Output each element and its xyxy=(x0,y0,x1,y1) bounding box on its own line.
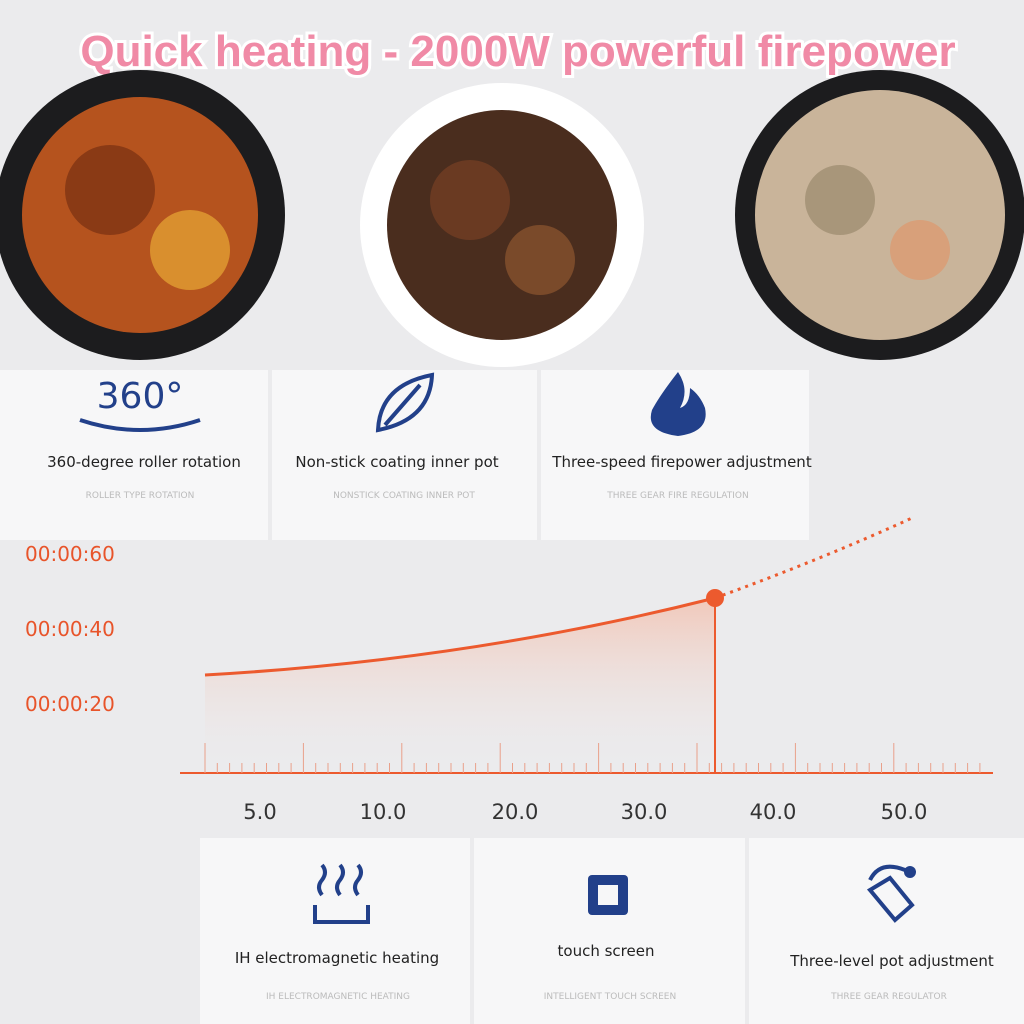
x-label: 40.0 xyxy=(750,800,797,824)
feature-title: Three-level pot adjustment xyxy=(789,952,994,970)
icon-pot xyxy=(866,864,915,923)
title: Quick heating - 2000W powerful firepower xyxy=(80,27,955,76)
x-label: 30.0 xyxy=(621,800,668,824)
x-label: 20.0 xyxy=(492,800,539,824)
icon-heat xyxy=(313,863,370,924)
x-label: 10.0 xyxy=(360,800,407,824)
feature-subtitle: ROLLER TYPE ROTATION xyxy=(86,491,195,501)
card xyxy=(0,370,268,540)
feature-subtitle: THREE GEAR FIRE REGULATION xyxy=(606,491,748,501)
icon-flame xyxy=(650,372,706,436)
x-label: 50.0 xyxy=(881,800,928,824)
y-label: 00:00:40 xyxy=(25,617,115,641)
card xyxy=(474,838,745,1024)
feature-title: Non-stick coating inner pot xyxy=(295,453,498,471)
feature-subtitle: INTELLIGENT TOUCH SCREEN xyxy=(544,992,676,1002)
feature-subtitle: THREE GEAR REGULATOR xyxy=(830,992,947,1002)
feature-subtitle: IH ELECTROMAGNETIC HEATING xyxy=(266,992,410,1002)
icon-leaf xyxy=(375,372,435,433)
feature-title: Three-speed firepower adjustment xyxy=(551,453,812,471)
feature-title: touch screen xyxy=(558,942,655,960)
y-label: 00:00:60 xyxy=(25,542,115,566)
card xyxy=(200,838,470,1024)
feature-title: IH electromagnetic heating xyxy=(235,949,439,967)
feature-title: 360-degree roller rotation xyxy=(47,453,241,471)
card xyxy=(272,370,537,540)
y-label: 00:00:20 xyxy=(25,692,115,716)
plates xyxy=(0,70,1024,367)
x-label: 5.0 xyxy=(243,800,276,824)
feature-subtitle: NONSTICK COATING INNER POT xyxy=(333,491,475,501)
icon-360: 360° xyxy=(97,376,184,417)
graph: 00:00:60 00:00:40 00:00:20 5.0 10.0 20.0 30.0 4… xyxy=(25,516,993,824)
icon-arc xyxy=(79,418,201,432)
